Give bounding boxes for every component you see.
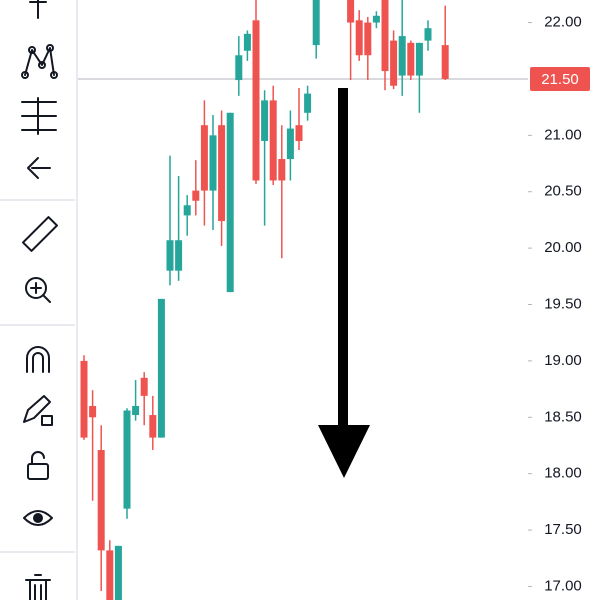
candle-body [157, 298, 165, 438]
price-axis: 22.00 21.00 20.50 20.00 19.50 19.00 18.50 18.00… [530, 14, 590, 594]
annotation-arrow [318, 88, 370, 478]
candle-body [192, 190, 200, 201]
candle-body [114, 545, 122, 600]
candle-body [347, 0, 355, 23]
candle-body [218, 125, 226, 222]
candle-body [390, 40, 398, 86]
candle-body [269, 100, 277, 181]
candle-body [295, 125, 303, 141]
candle-body [226, 112, 234, 293]
price-tick-label: 20.50 [544, 183, 582, 200]
candle-body [381, 0, 389, 72]
candle-body [261, 100, 269, 141]
candle-body [80, 360, 88, 438]
candle-body [175, 240, 183, 271]
candle-body [364, 22, 372, 56]
pattern-tool[interactable] [21, 44, 58, 79]
candle-body [123, 410, 131, 509]
cross-tool[interactable] [29, 0, 47, 19]
magnet-tool[interactable] [26, 346, 50, 373]
candle-body [312, 0, 320, 46]
price-tick-label: 17.50 [544, 521, 582, 538]
price-tick-label: 19.00 [544, 352, 582, 369]
candle-body [132, 406, 140, 416]
candle-body [398, 36, 406, 76]
candle-body [372, 15, 380, 23]
candle-body [209, 135, 217, 191]
candle-body [304, 93, 312, 113]
visibility-tool[interactable] [23, 510, 53, 526]
toolbar [0, 0, 78, 600]
candle-body [149, 415, 157, 438]
price-tick-label: 18.00 [544, 465, 582, 482]
price-tick-label: 17.00 [544, 577, 582, 594]
candle-body [278, 159, 286, 181]
candle-body [183, 205, 191, 216]
back-arrow[interactable] [27, 157, 51, 179]
price-tick-label: 19.50 [544, 295, 582, 312]
price-tick-label: 21.00 [544, 126, 582, 143]
candle-body [355, 20, 363, 56]
candle-body [424, 28, 432, 41]
delete-tool[interactable] [25, 574, 51, 600]
ruler-tool[interactable] [22, 216, 58, 252]
candle-body [89, 406, 97, 418]
last-price-label: 21.50 [541, 71, 579, 88]
measure-lines-tool[interactable] [21, 97, 57, 135]
price-tick-label: 22.00 [544, 14, 582, 31]
candle-body [235, 55, 243, 81]
candle-body [243, 33, 251, 51]
candle-body [140, 377, 148, 396]
candle-body [286, 128, 294, 160]
zoom-tool[interactable] [25, 277, 51, 303]
price-grid [78, 22, 532, 587]
candle-body [441, 45, 449, 79]
candle-body [415, 42, 423, 76]
candle-body [407, 42, 415, 76]
candle-body [106, 550, 114, 600]
candle-body [97, 450, 105, 551]
candle-body [166, 240, 174, 271]
candle-body [252, 20, 260, 181]
lock-tool[interactable] [27, 451, 49, 480]
price-tick-label: 20.00 [544, 239, 582, 256]
last-price-badge [530, 66, 590, 91]
candle-body [200, 125, 208, 191]
lock-draw-tool[interactable] [23, 395, 53, 426]
price-tick-label: 18.50 [544, 408, 582, 425]
candles [80, 0, 449, 600]
